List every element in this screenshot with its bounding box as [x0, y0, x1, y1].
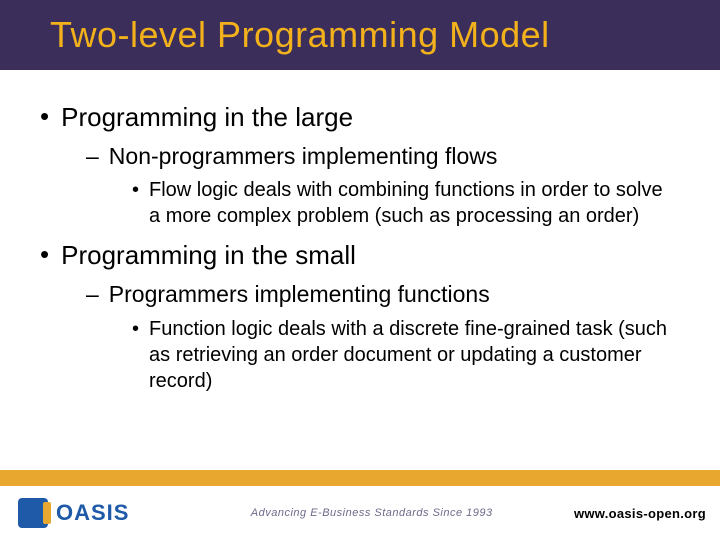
content-area: • Programming in the large – Non-program… — [0, 70, 720, 394]
slide-title: Two-level Programming Model — [50, 14, 550, 56]
bullet-marker: • — [40, 101, 49, 132]
bullet-text: Non-programmers implementing flows — [109, 142, 498, 172]
bullet-marker: – — [86, 142, 99, 172]
bullet-text: Flow logic deals with combining function… — [149, 177, 670, 229]
bullet-marker: • — [132, 177, 139, 203]
bullet-level1: • Programming in the large — [40, 101, 680, 134]
bullet-level2: – Programmers implementing functions — [86, 280, 680, 310]
footer-url: www.oasis-open.org — [574, 506, 706, 521]
logo: OASIS — [18, 498, 129, 528]
bullet-marker: • — [132, 316, 139, 342]
bullet-text: Function logic deals with a discrete fin… — [149, 316, 670, 394]
bullet-marker: – — [86, 280, 99, 310]
logo-text: OASIS — [56, 500, 129, 526]
bullet-text: Programming in the large — [61, 101, 353, 134]
bullet-marker: • — [40, 239, 49, 270]
bullet-level2: – Non-programmers implementing flows — [86, 142, 680, 172]
footer: OASIS Advancing E-Business Standards Sin… — [0, 470, 720, 540]
bullet-level1: • Programming in the small — [40, 239, 680, 272]
slide: Two-level Programming Model • Programmin… — [0, 0, 720, 540]
bullet-text: Programmers implementing functions — [109, 280, 490, 310]
logo-icon — [18, 498, 48, 528]
bullet-level3: • Flow logic deals with combining functi… — [132, 177, 680, 229]
title-bar: Two-level Programming Model — [0, 0, 720, 70]
tagline: Advancing E-Business Standards Since 199… — [251, 507, 493, 519]
bullet-level3: • Function logic deals with a discrete f… — [132, 316, 680, 394]
footer-content: OASIS Advancing E-Business Standards Sin… — [0, 486, 720, 540]
bullet-text: Programming in the small — [61, 239, 356, 272]
footer-gold-bar — [0, 470, 720, 486]
